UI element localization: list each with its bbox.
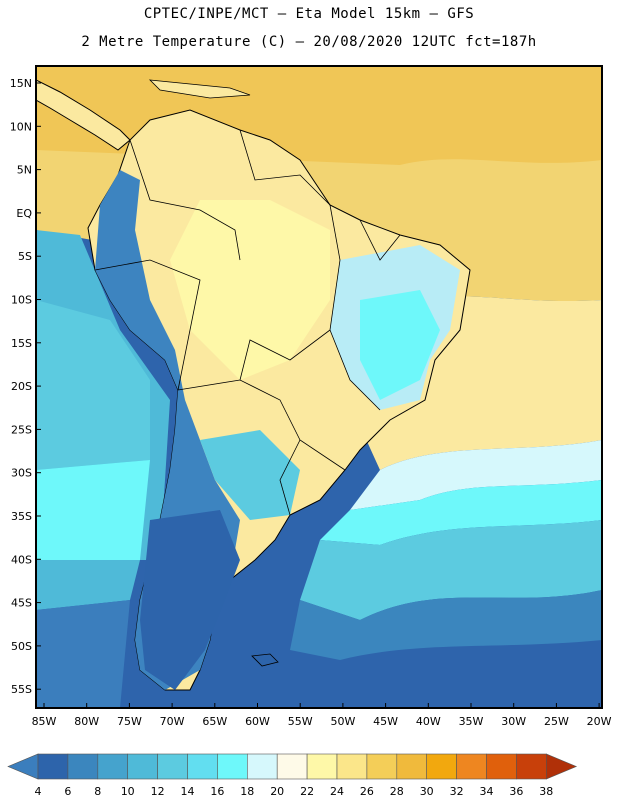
colorbar-swatch: [366, 753, 398, 780]
lat-label: 40S: [11, 553, 32, 566]
colorbar-tick-label: 24: [330, 785, 344, 798]
colorbar-tick-label: 4: [35, 785, 42, 798]
lat-label: 25S: [11, 423, 32, 436]
colorbar-swatch: [336, 753, 368, 780]
map-title-line-1: CPTEC/INPE/MCT – Eta Model 15km – GFS: [143, 6, 475, 22]
colorbar-tick-label: 22: [300, 785, 314, 798]
lon-label: 30W: [501, 715, 526, 728]
temperature-colorbar: 4 6 8 10 12 14 16 18 20 22 24 26 28 30 32 34 36 38: [7, 753, 578, 798]
lat-label: 15N: [10, 77, 32, 90]
lon-label: 20W: [587, 715, 612, 728]
lon-label: 40W: [416, 715, 441, 728]
colorbar-tick-label: 38: [539, 785, 553, 798]
lon-label: 35W: [459, 715, 484, 728]
lat-label: 5N: [17, 164, 32, 177]
lon-label: 80W: [74, 715, 99, 728]
country-borders: [94, 129, 401, 516]
colorbar-left-arrow: [7, 753, 39, 780]
map-frame: [35, 65, 603, 709]
colorbar-swatch: [67, 753, 99, 780]
colorbar-swatch: [276, 753, 308, 780]
lon-label: 85W: [32, 715, 57, 728]
lat-label: 10N: [10, 120, 32, 133]
colorbar-swatch: [157, 753, 188, 780]
colorbar-tick-label: 14: [181, 785, 195, 798]
colorbar-swatch: [516, 753, 547, 780]
temperature-field: [36, 66, 602, 708]
lat-label: 45S: [11, 597, 32, 610]
lon-label: 55W: [288, 715, 313, 728]
colorbar-swatch: [97, 753, 129, 780]
colorbar-swatch: [426, 753, 457, 780]
lat-label: 20S: [11, 380, 32, 393]
lat-label: EQ: [16, 207, 32, 220]
colorbar-tick-label: 32: [450, 785, 464, 798]
map-title-line-2: 2 Metre Temperature (C) – 20/08/2020 12U…: [81, 34, 537, 50]
colorbar-right-arrow: [545, 753, 578, 780]
colorbar-swatch: [217, 753, 248, 780]
lon-label: 70W: [160, 715, 185, 728]
lat-label: 35S: [11, 510, 32, 523]
latitude-axis: 15N 10N 5N EQ 5S 10S 15S 20S 25S 30S 35S 40S 45S 50S 5…: [10, 77, 41, 696]
colorbar-tick-label: 12: [151, 785, 165, 798]
lat-label: 55S: [11, 683, 32, 696]
lon-label: 50W: [330, 715, 355, 728]
lon-label: 75W: [117, 715, 142, 728]
lat-label: 5S: [18, 250, 32, 263]
colorbar-swatch: [306, 753, 338, 780]
colorbar-tick-label: 8: [94, 785, 101, 798]
colorbar-swatch: [486, 753, 517, 780]
colorbar-swatch: [127, 753, 158, 780]
colorbar-swatch: [247, 753, 278, 780]
colorbar-swatch: [187, 753, 218, 780]
colorbar-tick-label: 34: [480, 785, 494, 798]
colorbar-swatch: [456, 753, 487, 780]
colorbar-tick-label: 26: [360, 785, 374, 798]
colorbar-tick-label: 20: [270, 785, 284, 798]
lon-label: 45W: [373, 715, 398, 728]
colorbar-tick-label: 16: [210, 785, 224, 798]
colorbar-tick-label: 30: [420, 785, 434, 798]
colorbar-tick-label: 10: [121, 785, 135, 798]
lat-label: 10S: [11, 294, 32, 307]
colorbar-tick-label: 6: [64, 785, 71, 798]
colorbar-tick-label: 28: [390, 785, 404, 798]
colorbar-tick-label: 36: [509, 785, 523, 798]
longitude-axis: 85W 80W 75W 70W 65W 60W 55W 50W 45W 40W 35W 30W 25W 2…: [32, 703, 612, 728]
lat-label: 30S: [11, 467, 32, 480]
lon-label: 65W: [202, 715, 227, 728]
lon-label: 60W: [245, 715, 270, 728]
colorbar-swatch: [37, 753, 69, 780]
lat-label: 15S: [11, 337, 32, 350]
colorbar-tick-label: 18: [240, 785, 254, 798]
colorbar-swatch: [396, 753, 427, 780]
lon-label: 25W: [544, 715, 569, 728]
lat-label: 50S: [11, 640, 32, 653]
